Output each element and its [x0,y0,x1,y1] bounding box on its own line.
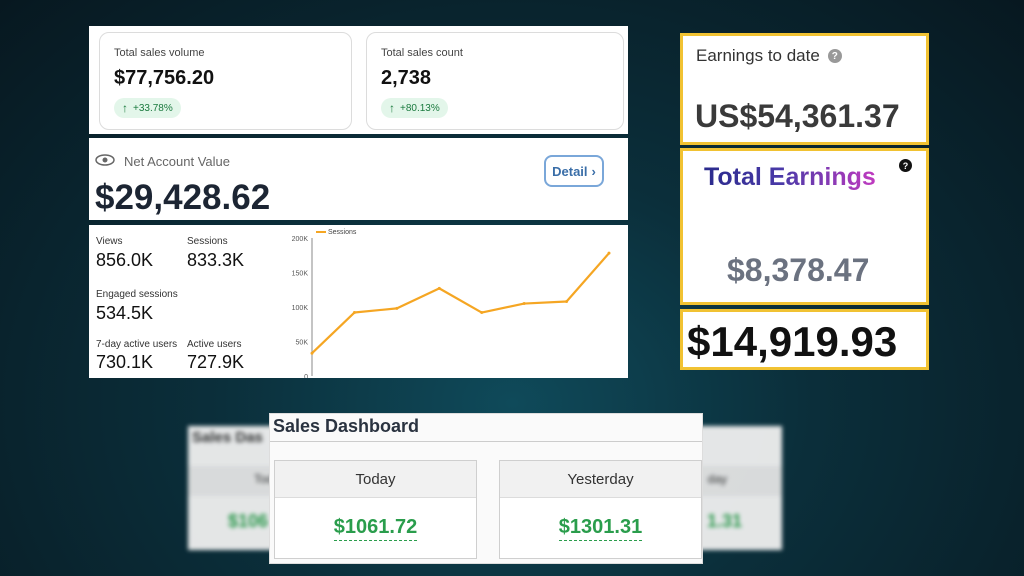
metric-label-active: Active users [187,339,242,350]
chevron-right-icon: › [591,163,596,179]
data-point [437,286,441,290]
yesterday-card: Yesterday $1301.31 [499,460,702,559]
earnings-to-date-value: US$54,361.37 [695,98,900,134]
eye-icon [95,154,115,166]
earnings-to-date-label: Earnings to date [696,46,820,65]
change-badge: ↑ +80.13% [381,98,448,118]
analytics-panel: Views 856.0K Sessions 833.3K Engaged ses… [89,225,628,378]
metric-value-engaged: 534.5K [96,303,154,323]
y-tick-label: 100K [292,305,309,312]
arrow-up-icon: ↑ [389,101,395,115]
sales-dashboard: Sales Dashboard Today $1061.72 Yesterday… [269,413,703,564]
blurred-title: Sales Das [192,429,263,446]
blurred-right-value: 1.31 [706,511,742,531]
metric-label-views: Views [96,236,123,247]
help-icon[interactable]: ? [899,159,912,172]
metric-label-7day-active: 7-day active users [96,339,178,350]
sessions-series-line [311,252,610,355]
data-point [607,251,611,255]
y-tick-label: 150K [292,271,309,278]
blurred-left-value: $106 [228,511,269,531]
today-value[interactable]: $1061.72 [333,516,418,541]
change-badge: ↑ +33.78% [114,98,181,118]
data-point [522,302,526,306]
data-point [395,306,399,310]
net-account-label: Net Account Value [124,154,230,169]
data-point [480,311,484,315]
y-tick-label: 50K [296,340,309,347]
net-account-value: $29,428.62 [95,178,271,217]
earnings-to-date-header: Earnings to date ? [696,46,842,66]
y-tick-label: 0 [304,374,308,378]
big-total-panel: $14,919.93 [680,309,929,370]
sessions-line-chart: 200K 150K 100K 50K 0 Sessions [292,229,611,378]
total-earnings-panel: Total Earnings ? $8,378.47 [680,148,929,305]
total-earnings-title: Total Earnings [704,163,876,191]
earnings-to-date-panel: Earnings to date ? US$54,361.37 [680,33,929,145]
metric-label-engaged: Engaged sessions [96,289,178,300]
card-label: Total sales volume [114,47,205,59]
total-earnings-value: $8,378.47 [727,252,870,288]
sales-dashboard-title: Sales Dashboard [273,416,420,436]
today-label: Today [275,461,476,498]
data-point [352,311,356,315]
blurred-right-sub: day [707,472,727,486]
total-sales-volume-card: Total sales volume $77,756.20 ↑ +33.78% [99,32,352,130]
big-total-value: $14,919.93 [687,318,898,365]
change-value: +80.13% [400,102,440,114]
data-point [310,351,314,355]
yesterday-label: Yesterday [500,461,701,498]
metric-value-sessions: 833.3K [187,250,245,270]
data-point [565,299,569,303]
arrow-up-icon: ↑ [122,101,128,115]
card-label: Total sales count [381,47,463,59]
detail-button[interactable]: Detail › [544,155,604,187]
detail-label: Detail [552,163,588,179]
blurred-left-sub: Tod [254,472,274,486]
card-value: 2,738 [381,67,432,89]
sales-stats-panel: Total sales volume $77,756.20 ↑ +33.78% … [89,26,628,134]
metric-value-views: 856.0K [96,250,154,270]
metric-value-active: 727.9K [187,352,245,372]
divider [270,441,702,442]
metric-label-sessions: Sessions [187,236,228,247]
card-value: $77,756.20 [114,67,215,89]
help-icon[interactable]: ? [827,49,842,63]
metric-value-7day-active: 730.1K [96,352,154,372]
net-account-panel: Net Account Value $29,428.62 Detail › [89,138,628,220]
y-tick-label: 200K [292,236,309,243]
yesterday-value[interactable]: $1301.31 [558,516,643,541]
total-sales-count-card: Total sales count 2,738 ↑ +80.13% [366,32,624,130]
legend-label: Sessions [328,229,357,236]
change-value: +33.78% [133,102,173,114]
today-card: Today $1061.72 [274,460,477,559]
